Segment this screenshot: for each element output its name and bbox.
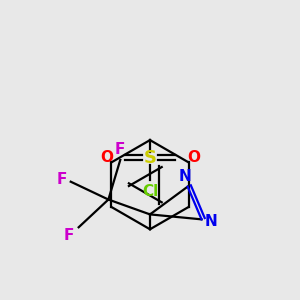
Text: F: F xyxy=(64,228,74,243)
Text: O: O xyxy=(100,150,113,165)
Text: N: N xyxy=(178,169,191,184)
Text: Cl: Cl xyxy=(142,184,158,199)
Text: N: N xyxy=(205,214,218,229)
Text: F: F xyxy=(57,172,67,187)
Text: S: S xyxy=(143,149,157,167)
Text: F: F xyxy=(115,142,125,158)
Text: O: O xyxy=(187,150,200,165)
